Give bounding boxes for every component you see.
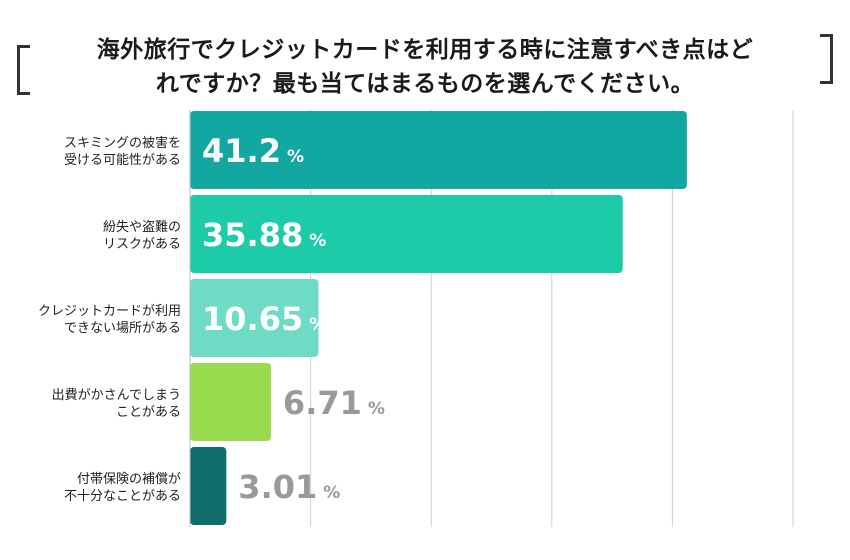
unit-label: % — [309, 231, 326, 251]
category-label: 紛失や盗難の — [103, 219, 181, 235]
unit-label: % — [287, 147, 304, 167]
category-label: 受ける可能性がある — [64, 153, 181, 168]
data-label: 6.71% — [283, 384, 385, 422]
unit-label: % — [309, 315, 326, 335]
unit-label: % — [323, 483, 340, 503]
category-label: ことがある — [116, 405, 181, 420]
unit-label: % — [368, 399, 385, 419]
bar — [190, 195, 623, 273]
right-bracket-decoration — [820, 34, 833, 84]
bar — [190, 111, 687, 189]
left-bracket-decoration — [17, 45, 30, 95]
data-label: 3.01% — [238, 468, 340, 506]
chart-title-area: 海外旅行でクレジットカードを利用する時に注意すべき点はど れですか？最も当てはま… — [0, 0, 850, 108]
bar — [190, 363, 271, 441]
title-line-2: れですか？最も当てはまるものを選んでください。 — [155, 71, 695, 97]
category-label: できない場所がある — [64, 321, 181, 336]
category-label: スキミングの被害を — [64, 135, 181, 151]
category-label: 不十分なことがある — [64, 489, 181, 504]
chart-title: 海外旅行でクレジットカードを利用する時に注意すべき点はど れですか？最も当てはま… — [40, 33, 810, 101]
category-label: リスクがある — [103, 237, 181, 252]
title-line-1: 海外旅行でクレジットカードを利用する時に注意すべき点はど — [96, 37, 754, 63]
category-label: 付帯保険の補償が — [77, 472, 181, 487]
category-label: 出費がかさんでしまう — [52, 388, 181, 403]
bar — [190, 279, 319, 357]
category-label: クレジットカードが利用 — [38, 304, 181, 319]
bar — [190, 447, 227, 525]
